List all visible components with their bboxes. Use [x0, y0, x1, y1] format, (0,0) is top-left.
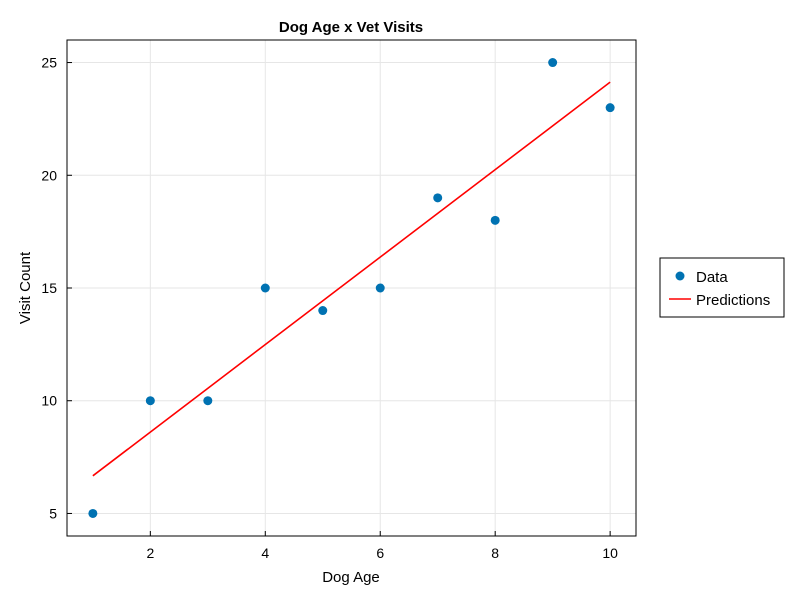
- data-point: [203, 396, 213, 406]
- grid: [67, 40, 636, 536]
- data-points-layer: [88, 58, 615, 518]
- data-point: [605, 103, 615, 113]
- data-point: [318, 306, 328, 316]
- y-tick-label: 15: [41, 280, 57, 296]
- legend-predictions-label: Predictions: [696, 292, 770, 309]
- predictions-line: [92, 81, 611, 477]
- data-point: [433, 193, 443, 203]
- prediction-line-layer: [92, 81, 611, 477]
- y-tick-label: 20: [41, 167, 57, 183]
- legend-box: [659, 257, 785, 318]
- x-tick-label: 4: [261, 545, 269, 561]
- x-tick-label: 2: [146, 545, 154, 561]
- x-axis-label: Dog Age: [322, 569, 380, 586]
- data-point: [260, 283, 270, 293]
- data-point: [375, 283, 385, 293]
- data-point: [88, 508, 98, 518]
- data-point: [490, 215, 500, 225]
- legend-data-label: Data: [696, 269, 728, 286]
- y-axis-label: Visit Count: [17, 251, 34, 324]
- x-tick-label: 10: [602, 545, 618, 561]
- chart-title: Dog Age x Vet Visits: [279, 19, 423, 36]
- x-tick-label: 6: [376, 545, 384, 561]
- x-axis-ticks: 2 4 6 8 10: [146, 531, 618, 561]
- y-tick-label: 25: [41, 55, 57, 71]
- legend-data-marker: [675, 271, 685, 281]
- y-tick-label: 5: [49, 505, 57, 521]
- y-tick-label: 10: [41, 393, 57, 409]
- data-point: [145, 396, 155, 406]
- x-tick-label: 8: [491, 545, 499, 561]
- legend: Data Predictions: [659, 257, 785, 318]
- data-point: [548, 58, 558, 68]
- y-axis-ticks: 5 10 15 20 25: [41, 55, 72, 521]
